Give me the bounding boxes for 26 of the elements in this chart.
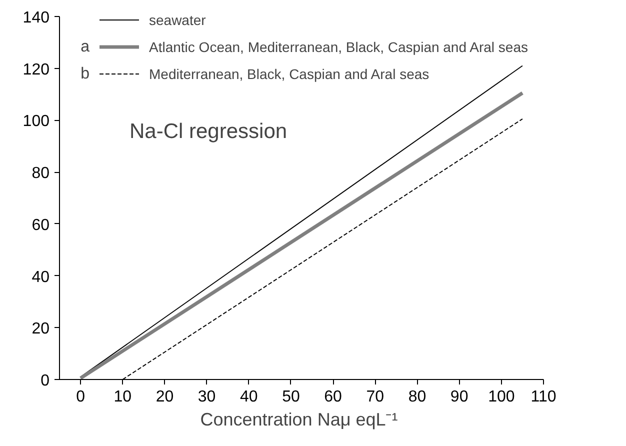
x-tick-label: 80: [408, 388, 426, 406]
text: Na-Cl regression: [130, 120, 288, 143]
y-tick-label: 120: [22, 61, 50, 78]
legend-label: Atlantic Ocean, Mediterranean, Black, Caspian and Aral seas: [149, 38, 528, 57]
y-tick-label: 20: [32, 320, 50, 338]
y-tick-label: 80: [32, 165, 50, 182]
y-tick-label: 60: [32, 216, 50, 234]
y-tick-label: 140: [22, 10, 50, 26]
x-tick-label: 70: [366, 388, 384, 406]
x-tick-label: 110: [530, 388, 556, 406]
y-tick-label: 100: [22, 113, 50, 130]
x-tick-label: 60: [324, 388, 342, 406]
x-tick-label: 20: [156, 388, 174, 406]
x-tick-label: 30: [198, 388, 216, 406]
x-tick-label: 40: [240, 388, 258, 406]
legend-label: Mediterranean, Black, Caspian and Aral seas: [149, 64, 430, 84]
x-axis-title: Concentration Naμ eqL⁻¹: [200, 410, 398, 430]
x-tick-label: 0: [76, 388, 86, 406]
annotation: a: [80, 38, 90, 56]
y-tick-label: 0: [40, 372, 50, 390]
x-tick-label: 90: [450, 388, 468, 406]
y-tick-label: 40: [32, 268, 50, 286]
x-tick-label: 100: [488, 388, 515, 406]
x-tick-label: 10: [114, 388, 132, 406]
x-tick-label: 50: [282, 388, 300, 406]
annotation: b: [80, 66, 90, 82]
